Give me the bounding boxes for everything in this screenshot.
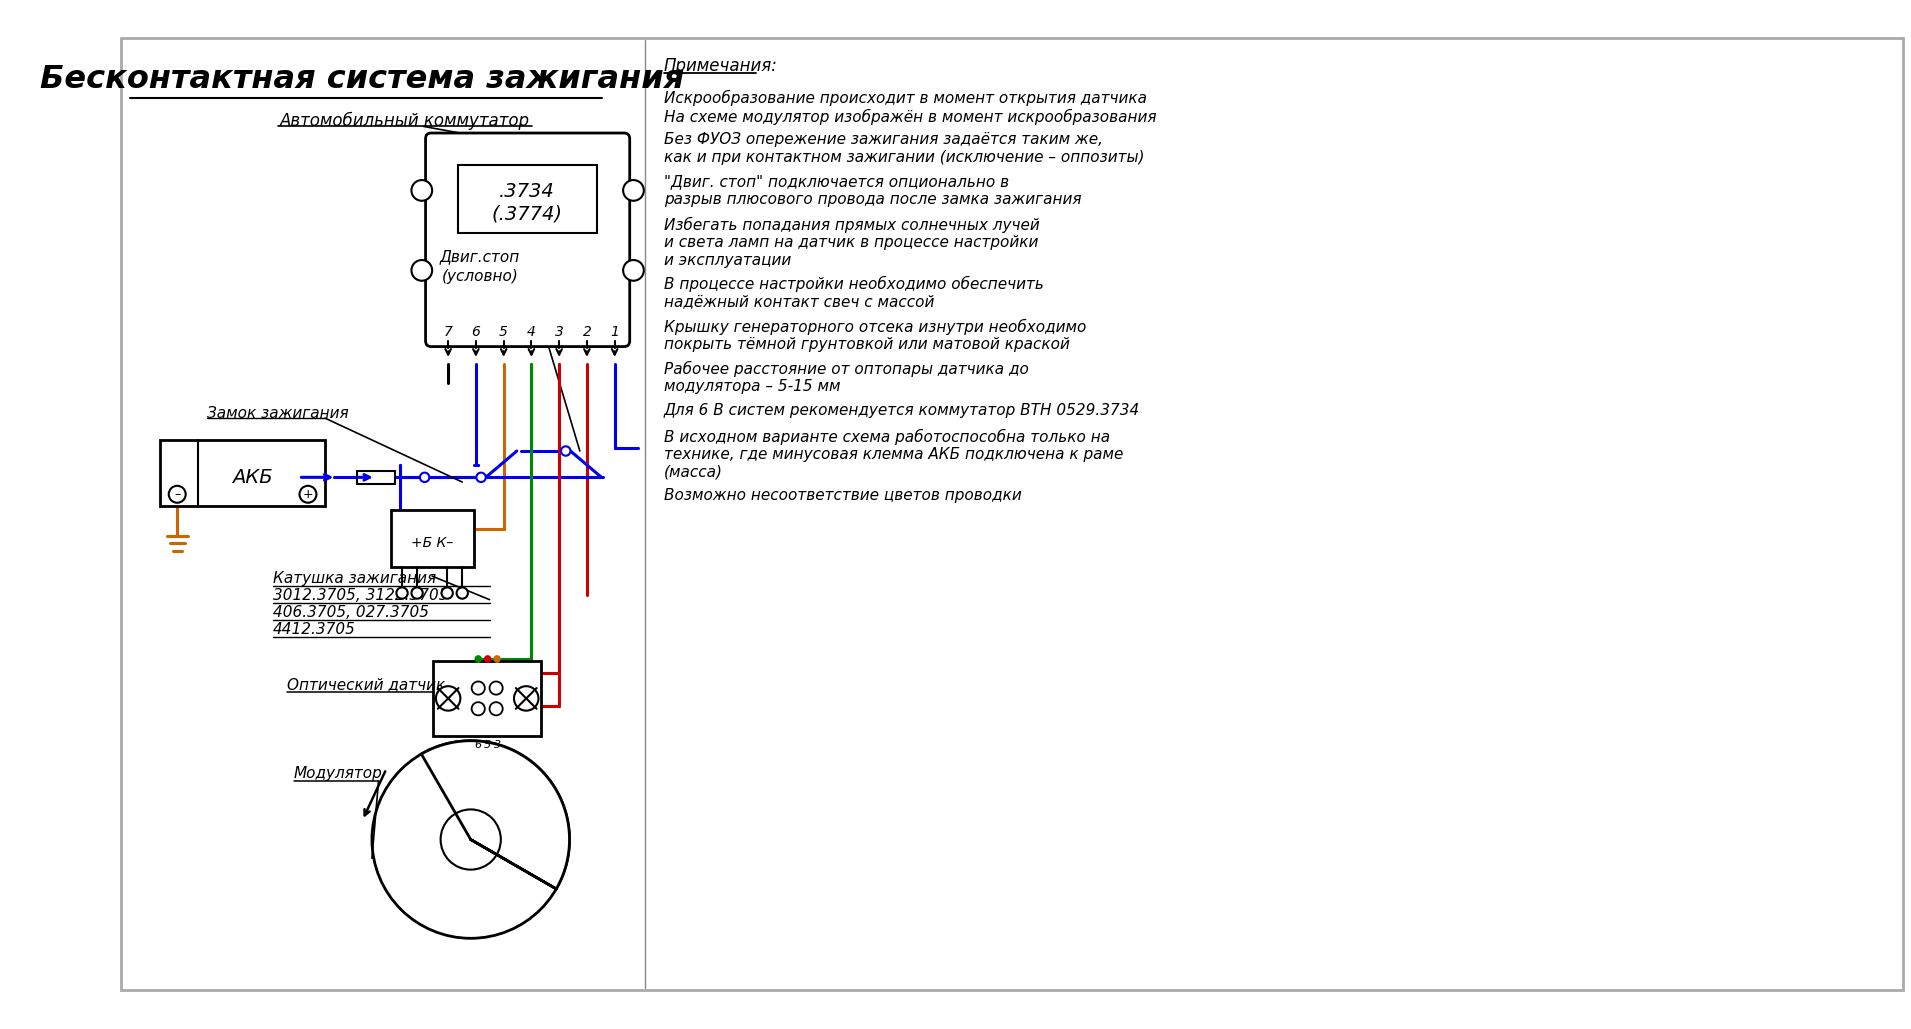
Circle shape bbox=[436, 686, 461, 711]
Circle shape bbox=[489, 702, 503, 715]
Text: АКБ: АКБ bbox=[231, 468, 271, 487]
Polygon shape bbox=[420, 741, 569, 889]
Circle shape bbox=[623, 180, 644, 201]
Text: Рабочее расстояние от оптопары датчика до
модулятора – 5-15 мм: Рабочее расстояние от оптопары датчика д… bbox=[663, 361, 1028, 394]
Text: 5: 5 bbox=[483, 741, 491, 750]
Circle shape bbox=[472, 702, 485, 715]
Text: Возможно несоответствие цветов проводки: Возможно несоответствие цветов проводки bbox=[663, 488, 1020, 503]
Circle shape bbox=[514, 686, 539, 711]
Text: 2: 2 bbox=[583, 325, 590, 340]
Circle shape bbox=[562, 447, 571, 456]
Text: 1: 1 bbox=[610, 325, 619, 340]
Circle shape bbox=[420, 472, 430, 482]
Bar bbox=[357, 470, 394, 484]
Text: Без ФУОЗ опережение зажигания задаётся таким же,
как и при контактном зажигании : Без ФУОЗ опережение зажигания задаётся т… bbox=[663, 132, 1145, 165]
Text: 4412.3705: 4412.3705 bbox=[273, 623, 355, 637]
Text: Автомобильный коммутатор: Автомобильный коммутатор bbox=[279, 112, 529, 130]
Bar bbox=[434, 661, 541, 736]
Text: Замок зажигания: Замок зажигания bbox=[206, 405, 350, 421]
Text: +: + bbox=[302, 488, 313, 501]
Text: 3: 3 bbox=[554, 325, 564, 340]
Circle shape bbox=[623, 260, 644, 281]
Text: 406.3705, 027.3705: 406.3705, 027.3705 bbox=[273, 605, 430, 620]
Text: Модулятор: Модулятор bbox=[294, 767, 382, 781]
Circle shape bbox=[472, 681, 485, 695]
Text: В процессе настройки необходимо обеспечить
надёжный контакт свеч с массой: В процессе настройки необходимо обеспечи… bbox=[663, 276, 1043, 310]
Circle shape bbox=[411, 588, 422, 599]
Text: 6: 6 bbox=[474, 741, 482, 750]
Text: .3734
(.3774): .3734 (.3774) bbox=[491, 182, 562, 223]
Text: Для 6 В систем рекомендуется коммутатор ВТН 0529.3734: Для 6 В систем рекомендуется коммутатор … bbox=[663, 403, 1139, 418]
Text: +Б К–: +Б К– bbox=[411, 536, 453, 551]
Text: 3: 3 bbox=[493, 741, 501, 750]
Text: –: – bbox=[174, 488, 180, 501]
Text: 7: 7 bbox=[443, 325, 453, 340]
Circle shape bbox=[396, 588, 407, 599]
Text: 4: 4 bbox=[527, 325, 535, 340]
Circle shape bbox=[493, 655, 501, 663]
Text: Оптический датчик: Оптический датчик bbox=[287, 677, 445, 691]
Circle shape bbox=[489, 681, 503, 695]
Bar bbox=[161, 439, 325, 505]
Text: Избегать попадания прямых солнечных лучей
и света ламп на датчик в процессе наст: Избегать попадания прямых солнечных луче… bbox=[663, 217, 1040, 268]
Bar bbox=[457, 165, 596, 233]
Circle shape bbox=[483, 655, 491, 663]
Text: Примечания:: Примечания: bbox=[663, 57, 778, 75]
Circle shape bbox=[373, 741, 569, 938]
Circle shape bbox=[441, 588, 453, 599]
Text: Катушка зажигания: Катушка зажигания bbox=[273, 571, 436, 587]
Circle shape bbox=[474, 655, 482, 663]
Text: 6: 6 bbox=[472, 325, 480, 340]
Text: Бесконтактная система зажигания: Бесконтактная система зажигания bbox=[40, 64, 684, 95]
Text: В исходном варианте схема работоспособна только на
технике, где минусовая клемма: В исходном варианте схема работоспособна… bbox=[663, 428, 1124, 480]
Circle shape bbox=[168, 486, 185, 503]
Circle shape bbox=[411, 180, 432, 201]
Text: Двиг.стоп: Двиг.стоп bbox=[440, 249, 520, 263]
Circle shape bbox=[441, 810, 501, 870]
Text: (условно): (условно) bbox=[441, 270, 518, 284]
Circle shape bbox=[411, 260, 432, 281]
Circle shape bbox=[476, 472, 485, 482]
Bar bbox=[390, 510, 474, 567]
Circle shape bbox=[300, 486, 317, 503]
Text: Искрообразование происходит в момент открытия датчика
На схеме модулятор изображ: Искрообразование происходит в момент отк… bbox=[663, 90, 1156, 125]
Text: "Двиг. стоп" подключается опционально в
разрыв плюсового провода после замка заж: "Двиг. стоп" подключается опционально в … bbox=[663, 175, 1082, 207]
Circle shape bbox=[457, 588, 468, 599]
Text: Крышку генераторного отсека изнутри необходимо
покрыть тёмной грунтовкой или мат: Крышку генераторного отсека изнутри необ… bbox=[663, 318, 1085, 352]
Text: 3012.3705, 3122.3705: 3012.3705, 3122.3705 bbox=[273, 589, 449, 603]
FancyBboxPatch shape bbox=[426, 133, 631, 347]
Text: 5: 5 bbox=[499, 325, 508, 340]
